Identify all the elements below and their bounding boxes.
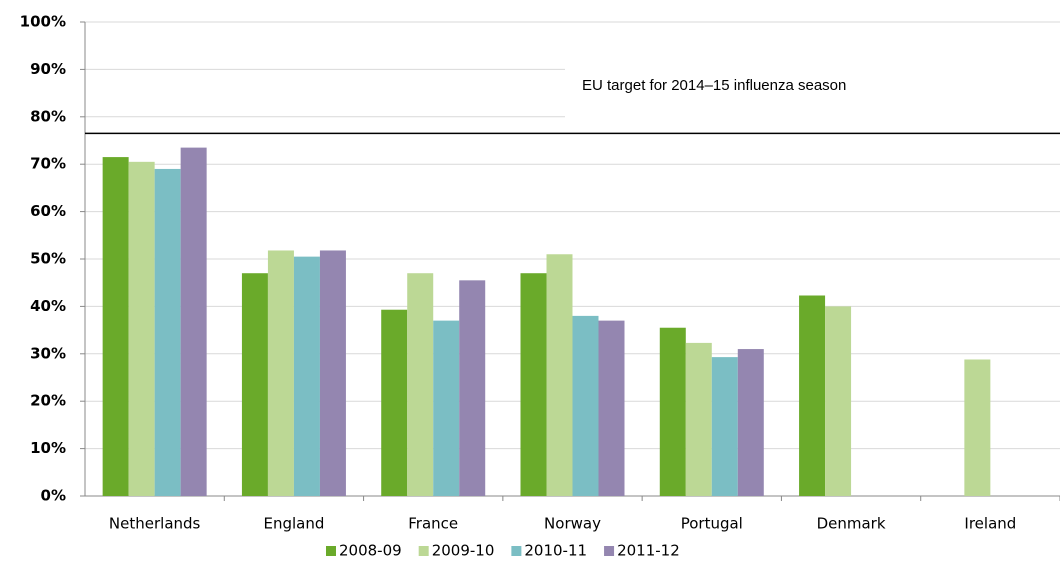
annotation-background [565,58,1060,130]
legend-swatch [326,546,336,556]
y-tick-label: 50% [30,250,66,268]
y-tick-label: 100% [20,13,66,31]
x-tick-label: Ireland [964,515,1016,533]
x-tick-label: England [263,515,324,533]
bar [128,161,155,496]
bar [180,147,207,497]
legend-label: 2011-12 [617,542,680,560]
bar [799,295,826,496]
legend-swatch [418,546,429,556]
bar [241,273,268,496]
x-tick-label: Norway [544,515,601,533]
legend-label: 2008-09 [339,542,402,560]
y-tick-label: 70% [30,155,66,173]
bar [433,320,460,496]
bar [964,359,991,496]
y-tick-label: 40% [30,297,66,315]
y-tick-label: 60% [30,202,66,220]
legend-label: 2010-11 [524,542,587,560]
x-tick-label: France [408,515,458,533]
bar [102,157,129,496]
bar [293,256,320,496]
bar [407,273,434,496]
y-tick-label: 30% [30,344,66,362]
y-tick-label: 80% [30,107,66,125]
legend-label: 2009-10 [432,542,495,560]
y-tick-label: 10% [30,439,66,457]
bar [825,306,852,496]
bar [267,250,294,496]
y-tick-label: 20% [30,392,66,410]
bar [459,280,486,496]
bar [598,320,625,496]
bar [711,357,738,496]
x-tick-label: Denmark [817,515,886,533]
y-tick-label: 90% [30,60,66,78]
bar [572,315,599,496]
bar [685,342,712,496]
bar [659,327,686,496]
bar [520,273,547,496]
legend-swatch [604,546,615,556]
bar [546,254,573,496]
bar [381,309,408,496]
annotation: EU target for 2014–15 influenza season [582,77,846,94]
bar [737,349,764,496]
x-tick-label: Portugal [681,515,743,533]
y-tick-label: 0% [41,487,66,505]
legend-swatch [511,546,522,556]
bar [154,168,181,496]
bar [319,250,346,496]
x-tick-label: Netherlands [109,515,201,533]
